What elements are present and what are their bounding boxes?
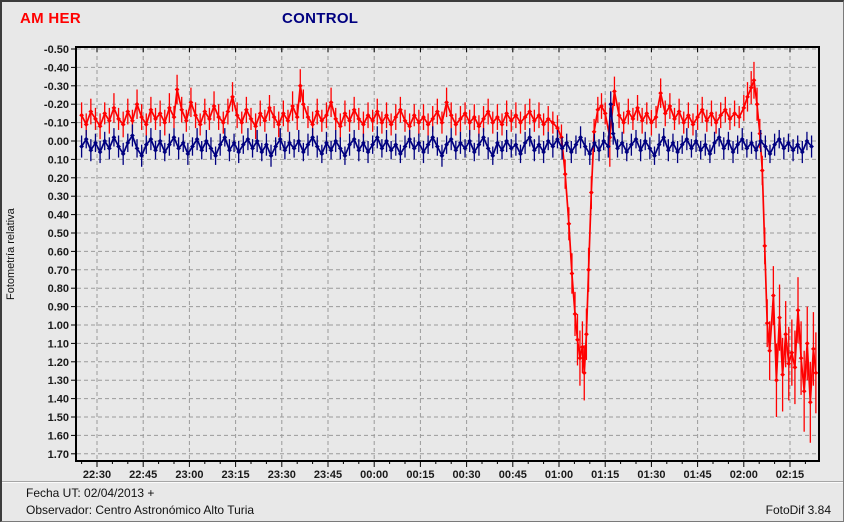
svg-text:0.50: 0.50 <box>48 228 69 240</box>
svg-text:0.10: 0.10 <box>48 154 69 166</box>
svg-text:-0.10: -0.10 <box>44 118 69 130</box>
svg-text:1.20: 1.20 <box>48 357 69 369</box>
footer-divider <box>2 481 843 483</box>
svg-text:00:30: 00:30 <box>453 469 481 480</box>
svg-text:1.40: 1.40 <box>48 394 69 406</box>
svg-text:01:15: 01:15 <box>591 469 619 480</box>
y-axis-title: Fotometría relativa <box>5 208 17 300</box>
svg-text:1.30: 1.30 <box>48 375 69 387</box>
chart-panel: -0.50 -0.40 -0.30 -0.20 -0.10 0.00 0.10 0.20 0.3… <box>2 2 843 481</box>
svg-text:-0.50: -0.50 <box>44 44 69 56</box>
svg-text:1.50: 1.50 <box>48 412 69 424</box>
plot-svg: -0.50 -0.40 -0.30 -0.20 -0.10 0.00 0.10 0.20 0.3… <box>44 44 820 480</box>
svg-text:-0.20: -0.20 <box>44 99 69 111</box>
svg-text:0.20: 0.20 <box>48 173 69 185</box>
svg-text:0.00: 0.00 <box>48 136 69 148</box>
svg-text:1.00: 1.00 <box>48 320 69 332</box>
svg-text:22:45: 22:45 <box>129 469 157 480</box>
svg-text:01:45: 01:45 <box>684 469 712 480</box>
svg-text:0.90: 0.90 <box>48 302 69 314</box>
svg-text:23:15: 23:15 <box>222 469 250 480</box>
target-star-label: AM HER <box>20 10 81 27</box>
svg-text:02:00: 02:00 <box>730 469 758 480</box>
software-version-label: FotoDif 3.84 <box>765 503 831 517</box>
svg-text:22:30: 22:30 <box>83 469 111 480</box>
svg-text:23:30: 23:30 <box>268 469 296 480</box>
observer-label: Observador: Centro Astronómico Alto Turi… <box>26 503 255 517</box>
control-star-label: CONTROL <box>282 10 359 27</box>
svg-text:0.80: 0.80 <box>48 283 69 295</box>
svg-text:01:30: 01:30 <box>637 469 665 480</box>
svg-text:-0.30: -0.30 <box>44 81 69 93</box>
svg-text:1.10: 1.10 <box>48 338 69 350</box>
svg-text:-0.40: -0.40 <box>44 62 69 74</box>
footer: Fecha UT: 02/04/2013 + Observador: Centr… <box>2 483 843 521</box>
svg-text:00:45: 00:45 <box>499 469 527 480</box>
svg-text:0.30: 0.30 <box>48 191 69 203</box>
svg-text:23:00: 23:00 <box>175 469 203 480</box>
svg-text:0.70: 0.70 <box>48 265 69 277</box>
svg-text:00:00: 00:00 <box>360 469 388 480</box>
svg-text:1.70: 1.70 <box>48 449 69 461</box>
svg-text:1.60: 1.60 <box>48 430 69 442</box>
svg-text:23:45: 23:45 <box>314 469 342 480</box>
svg-text:00:15: 00:15 <box>406 469 434 480</box>
svg-text:02:15: 02:15 <box>776 469 804 480</box>
svg-text:0.40: 0.40 <box>48 210 69 222</box>
svg-text:0.60: 0.60 <box>48 246 69 258</box>
date-ut-label: Fecha UT: 02/04/2013 + <box>26 486 155 500</box>
svg-text:01:00: 01:00 <box>545 469 573 480</box>
